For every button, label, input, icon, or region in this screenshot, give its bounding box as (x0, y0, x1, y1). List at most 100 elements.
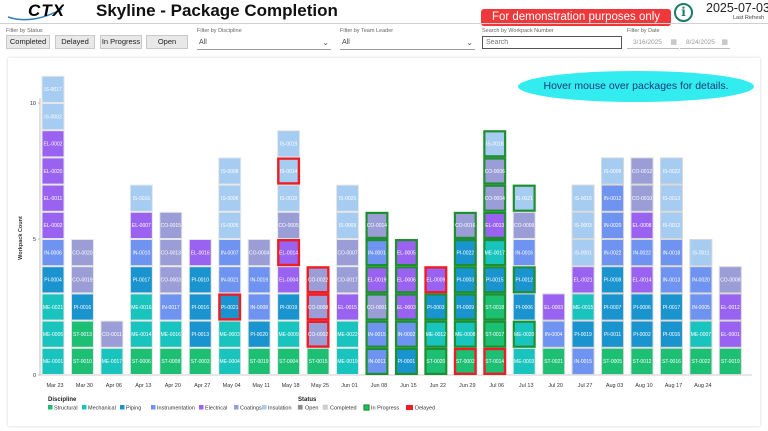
package-block[interactable] (659, 320, 683, 348)
legend-discipline-item[interactable]: Coatings (240, 406, 262, 412)
start-date-input[interactable]: 3/16/2025 ▦ (627, 36, 679, 49)
package-block[interactable] (453, 239, 477, 267)
package-block[interactable] (512, 211, 536, 240)
status-open-button[interactable]: Open (146, 35, 188, 49)
package-block[interactable] (424, 293, 448, 321)
package-block[interactable] (277, 157, 301, 185)
package-block[interactable] (218, 157, 242, 185)
package-block[interactable] (512, 293, 536, 321)
package-block[interactable] (336, 320, 359, 348)
package-block[interactable] (394, 320, 418, 348)
package-block[interactable] (188, 347, 212, 375)
package-block[interactable] (159, 211, 183, 240)
package-block[interactable] (129, 347, 153, 375)
package-block[interactable] (424, 320, 448, 348)
package-block[interactable] (247, 320, 271, 348)
package-block[interactable] (41, 211, 65, 240)
status-in-progress-button[interactable]: In Progress (100, 35, 142, 49)
package-block[interactable] (306, 320, 330, 348)
package-block[interactable] (277, 238, 301, 267)
package-block[interactable] (129, 320, 153, 348)
package-block[interactable] (336, 293, 359, 321)
package-block[interactable] (601, 157, 625, 185)
package-block[interactable] (424, 266, 448, 294)
package-block[interactable] (188, 320, 212, 348)
package-block[interactable] (247, 239, 271, 267)
package-block[interactable] (601, 184, 625, 212)
package-block[interactable] (394, 266, 418, 294)
package-block[interactable] (630, 293, 654, 321)
package-block[interactable] (218, 266, 242, 294)
package-block[interactable] (365, 347, 389, 375)
legend-status-item[interactable]: In Progress (371, 406, 399, 412)
package-block[interactable] (70, 347, 94, 375)
package-block[interactable] (277, 184, 301, 212)
package-block[interactable] (571, 266, 595, 294)
package-block[interactable] (159, 320, 183, 348)
package-block[interactable] (453, 347, 477, 375)
package-block[interactable] (542, 320, 566, 348)
package-block[interactable] (365, 266, 389, 294)
package-block[interactable] (542, 347, 566, 375)
package-block[interactable] (689, 266, 713, 294)
package-block[interactable] (159, 347, 183, 375)
package-block[interactable] (336, 184, 359, 212)
package-block[interactable] (365, 211, 389, 239)
package-block[interactable] (159, 293, 183, 321)
package-block[interactable] (630, 184, 654, 212)
package-block[interactable] (247, 293, 271, 321)
package-block[interactable] (218, 320, 242, 348)
legend-discipline-item[interactable]: Instrumentation (157, 406, 195, 412)
legend-discipline-item[interactable]: Insulation (268, 406, 292, 412)
package-block[interactable] (41, 320, 65, 348)
package-block[interactable] (41, 347, 65, 375)
end-date-input[interactable]: 8/24/2025 ▦ (680, 36, 730, 49)
status-delayed-button[interactable]: Delayed (55, 35, 95, 49)
package-block[interactable] (453, 266, 477, 294)
package-block[interactable] (571, 293, 595, 321)
package-block[interactable] (306, 293, 330, 321)
package-block[interactable] (630, 266, 654, 294)
package-block[interactable] (70, 320, 94, 348)
package-block[interactable] (129, 211, 153, 240)
package-block[interactable] (129, 239, 153, 267)
package-block[interactable] (365, 239, 389, 267)
package-block[interactable] (512, 320, 536, 348)
package-block[interactable] (41, 293, 65, 321)
package-block[interactable] (70, 239, 94, 267)
package-block[interactable] (100, 320, 124, 348)
package-block[interactable] (188, 293, 212, 321)
package-block[interactable] (659, 266, 683, 294)
package-block[interactable] (601, 320, 625, 348)
package-block[interactable] (394, 293, 418, 321)
legend-discipline-item[interactable]: Mechanical (88, 406, 116, 412)
package-block[interactable] (601, 293, 625, 321)
package-block[interactable] (336, 347, 359, 375)
team-leader-dropdown[interactable]: All ⌄ (340, 35, 475, 50)
package-block[interactable] (601, 239, 625, 267)
package-block[interactable] (659, 347, 683, 375)
package-block[interactable] (129, 266, 153, 294)
package-block[interactable] (394, 239, 418, 267)
package-block[interactable] (277, 293, 301, 321)
legend-discipline-item[interactable]: Electrical (205, 406, 227, 412)
discipline-dropdown[interactable]: All ⌄ (197, 35, 331, 50)
package-block[interactable] (689, 293, 713, 321)
package-block[interactable] (336, 211, 359, 240)
package-block[interactable] (630, 320, 654, 348)
package-block[interactable] (277, 211, 301, 240)
package-block[interactable] (277, 266, 301, 294)
legend-discipline-item[interactable]: Structural (54, 406, 78, 412)
package-block[interactable] (689, 239, 713, 267)
package-block[interactable] (512, 266, 536, 294)
package-block[interactable] (218, 211, 242, 240)
package-block[interactable] (424, 347, 448, 375)
legend-discipline-item[interactable]: Piping (126, 406, 141, 412)
package-block[interactable] (41, 130, 65, 158)
package-block[interactable] (188, 266, 212, 294)
package-block[interactable] (483, 184, 507, 212)
package-block[interactable] (41, 266, 65, 294)
package-block[interactable] (659, 211, 683, 240)
package-block[interactable] (453, 293, 477, 321)
package-block[interactable] (41, 184, 65, 212)
